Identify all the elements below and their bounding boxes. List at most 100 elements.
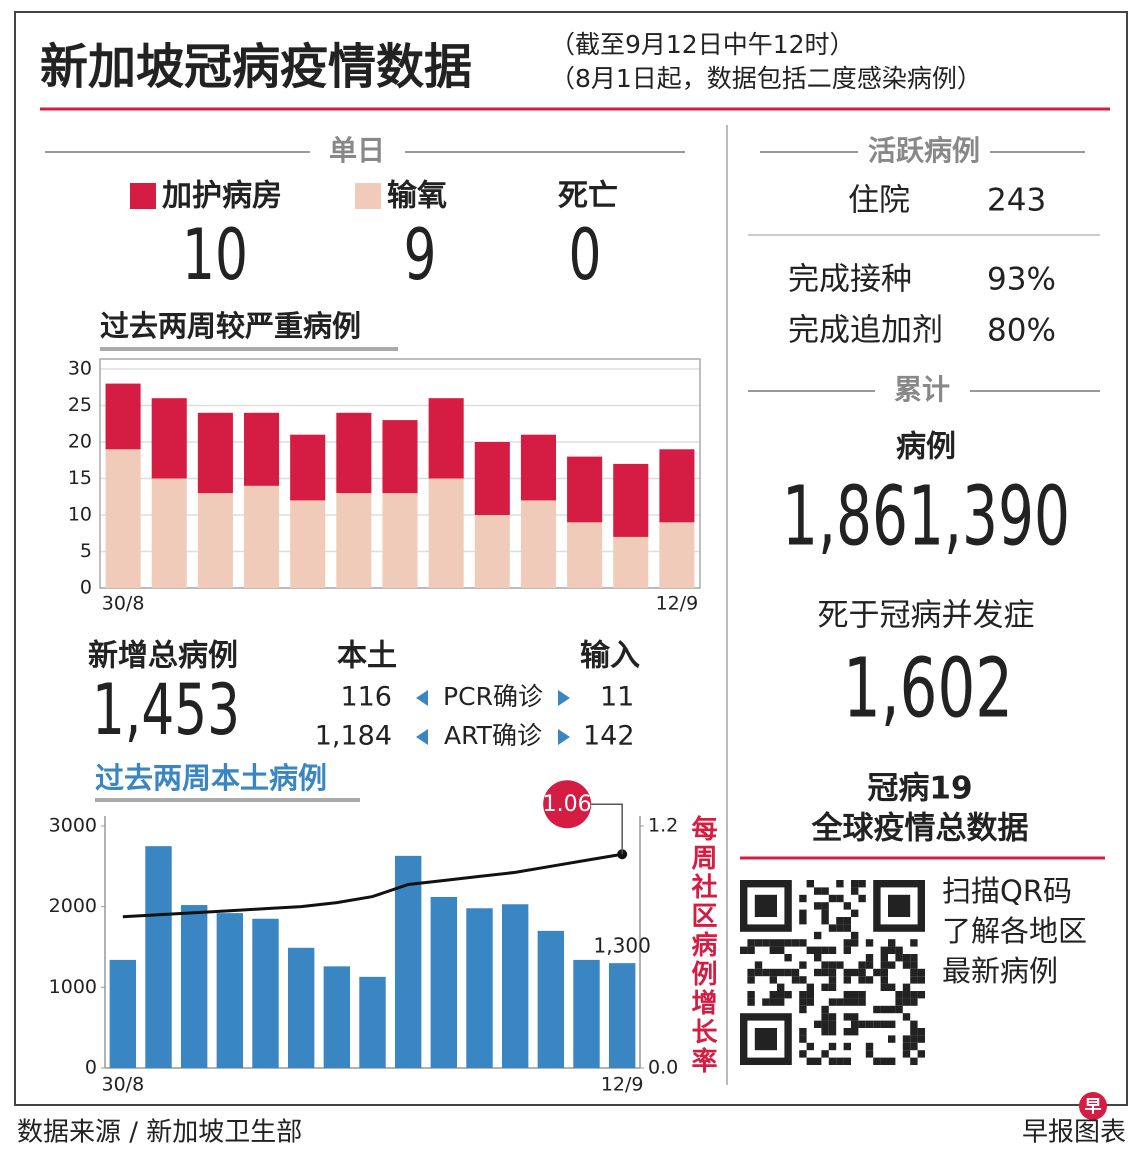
qr-cell (851, 931, 859, 940)
qr-cell (799, 1035, 807, 1043)
y2-tick-label: 0.0 (648, 1057, 678, 1079)
qr-cell (828, 968, 837, 977)
qr-cell (843, 1042, 851, 1051)
qr-cell (843, 998, 851, 1006)
value: 116 (340, 682, 392, 713)
qr-cell (910, 998, 918, 1006)
bar-segment (336, 412, 372, 494)
bar-segment (613, 463, 649, 537)
qr-cell (806, 1057, 814, 1065)
qr-cell (902, 983, 911, 991)
qr-cell (814, 931, 822, 940)
qr-cell (799, 998, 807, 1006)
qr-cell (917, 1035, 925, 1043)
qr-cell (821, 909, 829, 917)
qr-cell (836, 1057, 844, 1065)
qr-cell (917, 1050, 925, 1058)
qr-cell (821, 961, 829, 969)
qr-cell (902, 1050, 911, 1058)
y2-axis-label: 每周社区病例增长率 (687, 814, 717, 1076)
qr-cell (784, 968, 792, 977)
qr-cell (880, 1057, 888, 1065)
qr-cell (910, 954, 918, 962)
qr-cell (910, 976, 918, 984)
qr-cell (843, 946, 851, 954)
label: 住院 (848, 183, 910, 219)
qr-cell (769, 976, 777, 984)
bar-segment (520, 434, 556, 501)
qr-cell (828, 1042, 837, 1051)
qr-cell (843, 939, 851, 947)
bar (145, 846, 172, 1068)
qr-cell (917, 991, 925, 999)
qr-cell (777, 946, 785, 954)
qr-finder (740, 1013, 792, 1066)
qr-cell (888, 961, 896, 969)
qr-cell (873, 1020, 881, 1028)
qr-cell (769, 946, 777, 954)
qr-cell (888, 946, 896, 954)
qr-cell (806, 946, 814, 954)
note: （8月1日起，数据包括二度感染病例） (550, 64, 982, 93)
label: 完成追加剂 (788, 313, 943, 349)
qr-cell (917, 1028, 925, 1036)
qr-cell (784, 954, 792, 962)
qr-cell (836, 998, 844, 1006)
qr-cell (828, 894, 837, 903)
qr-cell (777, 968, 785, 977)
bar (537, 930, 565, 1068)
qr-cell (814, 887, 822, 895)
qr-cell (828, 946, 837, 954)
big-number: 1,861,390 (782, 469, 1070, 564)
bar-segment (520, 500, 556, 588)
value: 243 (987, 183, 1046, 219)
qr-cell (895, 991, 903, 999)
qr-cell (910, 961, 918, 969)
qr-cell (791, 968, 800, 977)
big-number: 9 (404, 214, 437, 296)
bar-segment (105, 383, 141, 450)
y2-tick-label: 1.2 (648, 815, 678, 837)
qr-cell (880, 946, 888, 954)
qr-cell (821, 1050, 829, 1058)
qr-cell (814, 1057, 822, 1065)
qr-cell (880, 976, 888, 984)
bar-segment (474, 515, 510, 588)
legend-swatch (355, 183, 381, 209)
qr-cell (902, 1035, 911, 1043)
qr-cell (821, 1013, 829, 1021)
bar (287, 947, 315, 1068)
qr-cell (843, 991, 851, 999)
value: 80% (987, 313, 1056, 349)
qr-cell (836, 894, 844, 903)
bar (180, 905, 208, 1068)
y-tick-label: 25 (68, 394, 92, 416)
chart-title: 过去两周较严重病例 (100, 309, 361, 343)
qr-cell (828, 998, 837, 1006)
qr-cell (747, 968, 755, 977)
qr-text: 了解各地区 (942, 914, 1087, 948)
bar (323, 966, 351, 1068)
qr-cell (799, 991, 807, 999)
qr-cell (799, 1005, 807, 1014)
qr-cell (858, 968, 866, 977)
qr-cell (910, 968, 918, 977)
qr-cell (851, 887, 859, 895)
qr-cell (858, 961, 866, 969)
x-tick-label: 30/8 (102, 593, 145, 615)
y-tick-label: 0 (80, 577, 92, 599)
qr-cell (888, 1005, 896, 1014)
qr-cell (910, 939, 918, 947)
qr-cell (865, 939, 874, 947)
qr-cell (828, 976, 837, 984)
qr-cell (784, 991, 792, 999)
qr-cell (836, 924, 844, 932)
qr-cell (777, 983, 785, 991)
section-heading: 单日 (329, 134, 385, 167)
qr-cell (895, 998, 903, 1006)
qr-cell (821, 902, 829, 910)
qr-cell (799, 917, 807, 925)
credit: 早报图表 (1022, 1118, 1126, 1148)
qr-finder (754, 1028, 777, 1051)
